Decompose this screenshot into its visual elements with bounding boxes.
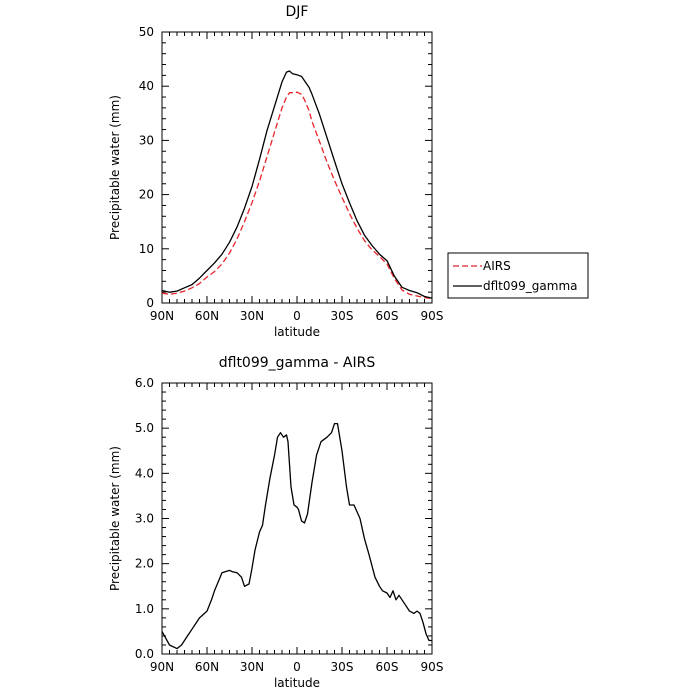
chart-panel-djf: 90N 60N 30N 0 30S 60S 90S 0 10 20 30 40 50 DJF latitud… [108, 4, 443, 339]
y-tick-label: 40 [139, 79, 154, 93]
legend-label: dflt099_gamma [483, 279, 578, 293]
chart-title: DJF [286, 4, 309, 20]
x-tick-label: 60N [195, 309, 219, 323]
y-tick-label: 0.0 [135, 647, 154, 661]
x-tick-label: 90N [150, 309, 174, 323]
x-tick-label: 90S [421, 309, 444, 323]
series-line-dflt099-gamma [161, 70, 433, 299]
plot-frame [161, 382, 433, 655]
x-tick-label: 30N [240, 660, 264, 674]
y-tick-label: 6.0 [135, 376, 154, 390]
legend-label: AIRS [483, 259, 511, 273]
y-tick-label: 5.0 [135, 421, 154, 435]
y-tick-label: 20 [139, 188, 154, 202]
chart-title: dflt099_gamma - AIRS [219, 355, 376, 371]
series-line-difference [161, 422, 432, 650]
y-tick-label: 3.0 [135, 512, 154, 526]
y-tick-label: 50 [139, 25, 154, 39]
series-line-airs [161, 91, 433, 300]
plot-frame [161, 31, 433, 304]
x-axis-label: latitude [274, 325, 320, 339]
x-tick-label: 0 [293, 660, 301, 674]
x-axis-label: latitude [274, 676, 320, 690]
chart-panel-difference: 90N 60N 30N 0 30S 60S 90S 0.0 1.0 2.0 3.0 4.0 5.0 6.0… [108, 355, 443, 690]
legend: AIRS dflt099_gamma [447, 252, 589, 299]
legend-box [447, 252, 589, 299]
y-tick-label: 1.0 [135, 602, 154, 616]
x-tick-label: 0 [293, 309, 301, 323]
x-tick-label: 90N [150, 660, 174, 674]
y-axis-label: Precipitable water (mm) [108, 446, 122, 591]
x-tick-label: 90S [421, 660, 444, 674]
y-axis-label: Precipitable water (mm) [108, 95, 122, 240]
y-tick-label: 10 [139, 242, 154, 256]
y-tick-label: 30 [139, 133, 154, 147]
x-tick-label: 30S [331, 309, 354, 323]
x-tick-label: 60S [376, 660, 399, 674]
x-tick-label: 30S [331, 660, 354, 674]
x-tick-label: 60N [195, 660, 219, 674]
y-tick-label: 4.0 [135, 466, 154, 480]
x-tick-label: 30N [240, 309, 264, 323]
y-tick-label: 2.0 [135, 557, 154, 571]
x-tick-label: 60S [376, 309, 399, 323]
y-tick-label: 0 [146, 296, 154, 310]
